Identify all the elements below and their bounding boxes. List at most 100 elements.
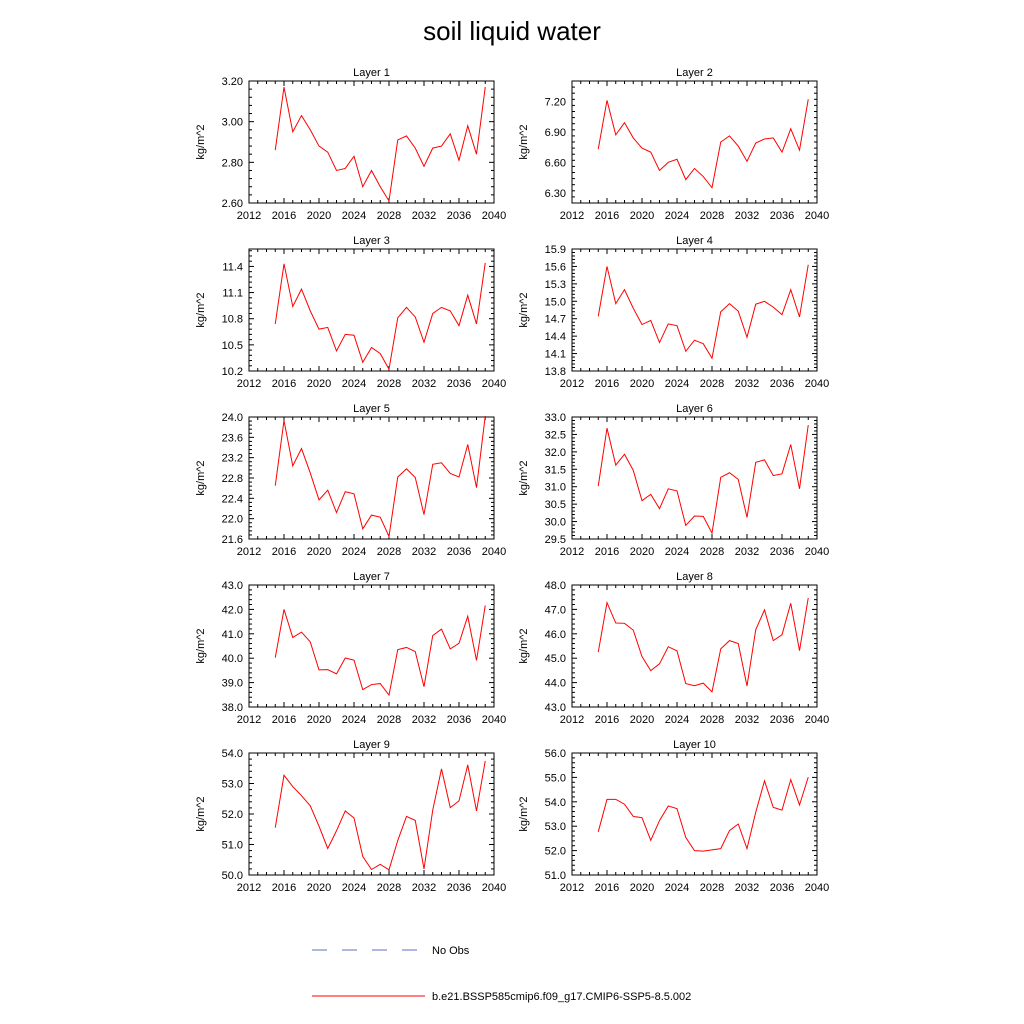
x-tick-label: 2040 — [482, 210, 506, 222]
y-tick-label: 10.5 — [222, 340, 243, 352]
x-tick-label: 2032 — [412, 378, 436, 390]
panel-grid: Layer 1 kg/m^2 2012 2016 2020 2024 2028 2032 203… — [195, 67, 829, 894]
y-tick-label: 39.0 — [222, 678, 243, 690]
x-tick-label: 2012 — [237, 714, 261, 726]
panel-title: Layer 1 — [353, 67, 390, 79]
y-tick-label: 15.9 — [545, 244, 566, 256]
x-tick-label: 2040 — [482, 882, 506, 894]
x-tick-label: 2012 — [237, 546, 261, 558]
panel-layer-3: Layer 3 kg/m^2 2012 2016 2020 2024 2028 2032 203… — [195, 235, 506, 390]
y-axis-label: kg/m^2 — [195, 292, 207, 327]
x-tick-label: 2036 — [770, 714, 794, 726]
y-tick-label: 11.1 — [222, 288, 243, 300]
y-tick-label: 23.2 — [222, 453, 243, 465]
plot-frame — [571, 752, 818, 876]
x-tick-label: 2020 — [307, 210, 331, 222]
y-tick-label: 21.6 — [222, 534, 243, 546]
y-tick-label: 53.0 — [222, 779, 243, 791]
x-tick-label: 2020 — [630, 882, 654, 894]
y-tick-label: 46.0 — [545, 629, 566, 641]
panel-title: Layer 5 — [353, 403, 390, 415]
y-tick-label: 33.0 — [545, 412, 566, 424]
x-tick-label: 2028 — [377, 714, 401, 726]
y-tick-label: 3.00 — [222, 117, 243, 129]
y-tick-label: 41.0 — [222, 629, 243, 641]
y-tick-label: 2.60 — [222, 198, 243, 210]
series-line — [597, 597, 809, 693]
y-tick-label: 14.7 — [545, 314, 566, 326]
panel-title: Layer 7 — [353, 571, 390, 583]
x-tick-label: 2016 — [595, 882, 619, 894]
y-axis-label: kg/m^2 — [518, 796, 530, 831]
y-tick-label: 54.0 — [545, 797, 566, 809]
series-line — [274, 760, 486, 871]
x-tick-label: 2028 — [377, 378, 401, 390]
series-line — [274, 262, 486, 371]
plot-frame — [571, 248, 818, 372]
x-tick-label: 2036 — [770, 546, 794, 558]
legend-label-model: b.e21.BSSP585cmip6.f09_g17.CMIP6-SSP5-8.… — [432, 991, 691, 1003]
y-axis-label: kg/m^2 — [195, 796, 207, 831]
panel-layer-5: Layer 5 kg/m^2 2012 2016 2020 2024 2028 2032 203… — [195, 403, 506, 558]
y-tick-label: 50.0 — [222, 870, 243, 882]
x-tick-label: 2012 — [560, 546, 584, 558]
x-tick-label: 2024 — [342, 714, 366, 726]
y-tick-label: 43.0 — [222, 580, 243, 592]
y-tick-label: 52.0 — [545, 846, 566, 858]
y-tick-label: 23.6 — [222, 432, 243, 444]
series-line — [274, 87, 486, 203]
panel-layer-2: Layer 2 kg/m^2 2012 2016 2020 2024 2028 2032 203… — [518, 67, 829, 222]
x-tick-label: 2016 — [595, 378, 619, 390]
y-axis-label: kg/m^2 — [195, 628, 207, 663]
x-tick-label: 2016 — [272, 714, 296, 726]
x-tick-label: 2024 — [665, 210, 689, 222]
panel-layer-8: Layer 8 kg/m^2 2012 2016 2020 2024 2028 2032 203… — [518, 571, 829, 726]
x-tick-label: 2032 — [412, 882, 436, 894]
x-tick-label: 2036 — [447, 882, 471, 894]
x-tick-label: 2024 — [342, 546, 366, 558]
x-tick-label: 2032 — [412, 546, 436, 558]
y-tick-label: 40.0 — [222, 653, 243, 665]
panel-title: Layer 3 — [353, 235, 390, 247]
y-tick-label: 6.60 — [545, 157, 566, 169]
y-tick-label: 13.8 — [545, 366, 566, 378]
x-tick-label: 2016 — [272, 546, 296, 558]
x-tick-label: 2020 — [307, 882, 331, 894]
x-tick-label: 2040 — [805, 378, 829, 390]
x-tick-label: 2040 — [805, 210, 829, 222]
y-tick-label: 32.5 — [545, 429, 566, 441]
x-tick-label: 2032 — [412, 210, 436, 222]
y-tick-label: 30.5 — [545, 499, 566, 511]
y-tick-label: 15.0 — [545, 296, 566, 308]
x-tick-label: 2024 — [665, 378, 689, 390]
x-tick-label: 2020 — [307, 714, 331, 726]
y-tick-label: 42.0 — [222, 604, 243, 616]
y-tick-label: 10.8 — [222, 314, 243, 326]
y-tick-label: 22.4 — [222, 493, 243, 505]
x-tick-label: 2032 — [735, 546, 759, 558]
y-tick-label: 31.0 — [545, 482, 566, 494]
y-tick-label: 14.1 — [545, 349, 566, 361]
y-axis-label: kg/m^2 — [518, 460, 530, 495]
x-tick-label: 2032 — [735, 882, 759, 894]
y-tick-label: 14.4 — [545, 331, 566, 343]
panel-layer-10: Layer 10 kg/m^2 2012 2016 2020 2024 2028 2032 20… — [518, 739, 829, 894]
y-axis-label: kg/m^2 — [518, 628, 530, 663]
x-tick-label: 2040 — [482, 546, 506, 558]
plot-frame — [248, 416, 495, 540]
y-tick-label: 52.0 — [222, 809, 243, 821]
x-tick-label: 2020 — [630, 378, 654, 390]
x-tick-label: 2024 — [665, 882, 689, 894]
y-tick-label: 31.5 — [545, 464, 566, 476]
panel-layer-7: Layer 7 kg/m^2 2012 2016 2020 2024 2028 2032 203… — [195, 571, 506, 726]
y-tick-label: 11.4 — [222, 261, 243, 273]
x-tick-label: 2012 — [237, 210, 261, 222]
panel-title: Layer 4 — [676, 235, 713, 247]
y-tick-label: 53.0 — [545, 821, 566, 833]
x-tick-label: 2012 — [560, 714, 584, 726]
series-line — [597, 424, 809, 535]
x-tick-label: 2036 — [447, 378, 471, 390]
y-axis-label: kg/m^2 — [195, 124, 207, 159]
legend: No Obs b.e21.BSSP585cmip6.f09_g17.CMIP6-… — [312, 945, 691, 1003]
